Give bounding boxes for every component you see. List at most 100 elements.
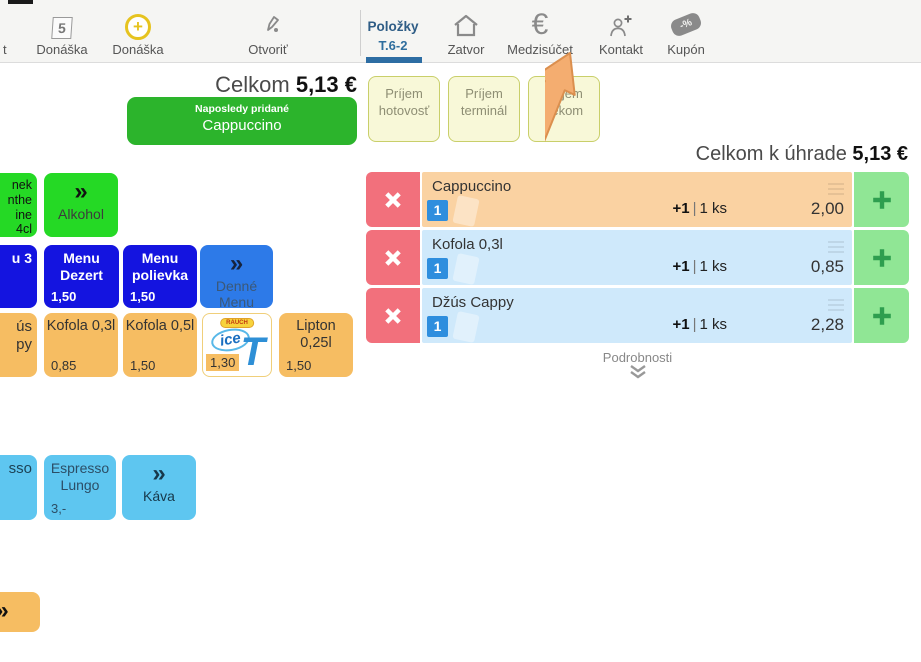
quantity-text: +1 | 1 ks — [672, 316, 727, 333]
product-partial-espresso[interactable]: sso — [0, 455, 37, 520]
product-label: Kofola 0,3l — [46, 318, 116, 334]
category-label: Alkohol — [58, 206, 104, 222]
toolbar-item-label: Donáška — [36, 42, 88, 57]
toolbar-item-label: Medzisúčet — [507, 42, 573, 57]
last-added-product: Cappuccino — [202, 117, 282, 134]
payment-label: Príjem — [385, 86, 423, 101]
item-price: 0,85 — [810, 257, 844, 276]
tab-polozky[interactable]: Položky T.6-2 — [363, 0, 423, 62]
euro-icon: € — [531, 8, 549, 41]
total-value: 5,13 € — [295, 72, 357, 97]
payment-cheque-button[interactable]: Príjem šekom — [528, 76, 600, 142]
toolbar-item-partial[interactable]: t — [3, 42, 7, 57]
quantity-text: +1 | 1 ks — [672, 200, 727, 217]
remove-item-button[interactable] — [366, 230, 420, 285]
category-alkohol[interactable]: » Alkohol — [44, 173, 118, 237]
item-name: Kofola 0,3l — [432, 236, 503, 253]
toolbar-item-zatvor[interactable]: Zatvor — [436, 0, 496, 62]
category-denne-menu[interactable]: » Denné Menu — [200, 245, 273, 308]
brand-logo: RAUCH — [220, 318, 254, 328]
item-price: 2,28 — [810, 315, 844, 334]
toolbar-item-kontakt[interactable]: Kontakt — [591, 0, 651, 62]
tab-table-number: T.6-2 — [378, 38, 408, 53]
note-icon — [452, 195, 480, 227]
toolbar-item-kupon[interactable]: -% Kupón — [656, 0, 716, 62]
add-circle-icon: + — [125, 14, 151, 40]
toolbar-item-label: Donáška — [112, 42, 164, 57]
product-kofola-03[interactable]: Kofola 0,3l 0,85 — [44, 313, 118, 377]
quantity-badge: 1 — [427, 258, 448, 279]
item-name: Cappuccino — [432, 178, 512, 195]
total-label: Celkom — [215, 72, 290, 97]
product-partial-menu-3[interactable]: u 3 — [0, 245, 37, 308]
product-price: 1,50 — [130, 289, 156, 304]
payment-label: Príjem — [465, 86, 503, 101]
product-label: sso — [8, 460, 32, 477]
product-menu-polievka[interactable]: Menu polievka 1,50 — [123, 245, 197, 308]
product-label: Lipton 0,25l — [296, 318, 336, 352]
order-item-row: Kofola 0,3l 1 +1 | 1 ks 0,85 — [366, 230, 909, 285]
toolbar-divider — [360, 10, 361, 56]
payment-cash-button[interactable]: Príjem hotovosť — [368, 76, 440, 142]
chevron-right-icon: » — [74, 178, 88, 205]
payment-label: terminál — [460, 103, 508, 118]
remove-item-button[interactable] — [366, 172, 420, 227]
quantity-badge: 1 — [427, 316, 448, 337]
payment-terminal-button[interactable]: Príjem terminál — [448, 76, 520, 142]
amount-due-value: 5,13 € — [852, 143, 908, 165]
payment-label: Príjem — [545, 86, 583, 101]
product-label: Menu Dezert — [60, 250, 103, 283]
add-item-button[interactable] — [854, 230, 909, 285]
product-kofola-05[interactable]: Kofola 0,5l 1,50 — [123, 313, 197, 377]
toolbar-item-label: Kupón — [667, 42, 705, 57]
note-icon — [452, 311, 480, 343]
product-image-letter: T — [240, 330, 265, 374]
product-menu-dezert[interactable]: Menu Dezert 1,50 — [44, 245, 119, 308]
toolbar-item-otvorit[interactable]: Otvoriť — [238, 0, 298, 62]
drag-handle-icon — [828, 183, 844, 198]
amount-due: Celkom k úhrade 5,13 € — [600, 143, 908, 166]
toolbar-item-medzisucet[interactable]: € Medzisúčet — [505, 0, 575, 62]
product-price: 3,- — [51, 501, 67, 516]
add-item-button[interactable] — [854, 288, 909, 343]
product-price: 0,85 — [51, 358, 77, 373]
toolbar-item-label: Zatvor — [447, 42, 485, 57]
product-label: nek nthe ine 4cl — [7, 178, 32, 237]
payment-label: šekom — [544, 103, 584, 118]
toolbar-item-donaska-count[interactable]: 5 Donáška — [32, 0, 92, 62]
person-add-icon — [607, 13, 635, 46]
toolbar: t 5 Donáška + Donáška Otvoriť Položky T.… — [0, 0, 921, 63]
product-label: ús py — [16, 318, 32, 353]
order-item[interactable]: Džús Cappy 1 +1 | 1 ks 2,28 — [422, 288, 852, 343]
product-partial-green[interactable]: nek nthe ine 4cl — [0, 173, 37, 237]
product-label: Espresso Lungo — [50, 460, 110, 493]
category-label: Denné Menu — [215, 278, 258, 308]
remove-item-button[interactable] — [366, 288, 420, 343]
details-toggle[interactable]: Podrobnosti — [366, 350, 909, 382]
product-partial-dzus-cappy[interactable]: ús py — [0, 313, 37, 377]
item-price: 2,00 — [810, 199, 844, 218]
product-price: 1,50 — [130, 358, 156, 373]
product-lipton[interactable]: Lipton 0,25l 1,50 — [279, 313, 353, 377]
last-added-button[interactable]: Naposledy pridané Cappuccino — [127, 97, 357, 145]
window-artifact — [8, 0, 33, 4]
order-item[interactable]: Cappuccino 1 +1 | 1 ks 2,00 — [422, 172, 852, 227]
last-added-caption: Naposledy pridané — [195, 103, 289, 115]
product-price: 1,50 — [51, 289, 77, 304]
amount-due-label: Celkom k úhrade — [695, 143, 847, 165]
details-label: Podrobnosti — [602, 350, 673, 365]
drag-handle-icon — [828, 299, 844, 314]
category-partial-bottom[interactable]: » — [0, 592, 40, 632]
toolbar-item-donaska-add[interactable]: + Donáška — [108, 0, 168, 62]
quantity-badge: 1 — [427, 200, 448, 221]
counter-5-icon: 5 — [51, 17, 73, 39]
add-item-button[interactable] — [854, 172, 909, 227]
product-rauch-ice-tea[interactable]: RAUCH ice T 1,30 — [202, 313, 272, 377]
toolbar-item-label: Kontakt — [598, 42, 644, 57]
product-espresso-lungo[interactable]: Espresso Lungo 3,- — [44, 455, 116, 520]
category-kava[interactable]: » Káva — [122, 455, 196, 520]
double-chevron-down-icon — [629, 365, 646, 379]
house-icon — [452, 12, 480, 45]
payment-label: hotovosť — [378, 103, 430, 118]
order-item[interactable]: Kofola 0,3l 1 +1 | 1 ks 0,85 — [422, 230, 852, 285]
